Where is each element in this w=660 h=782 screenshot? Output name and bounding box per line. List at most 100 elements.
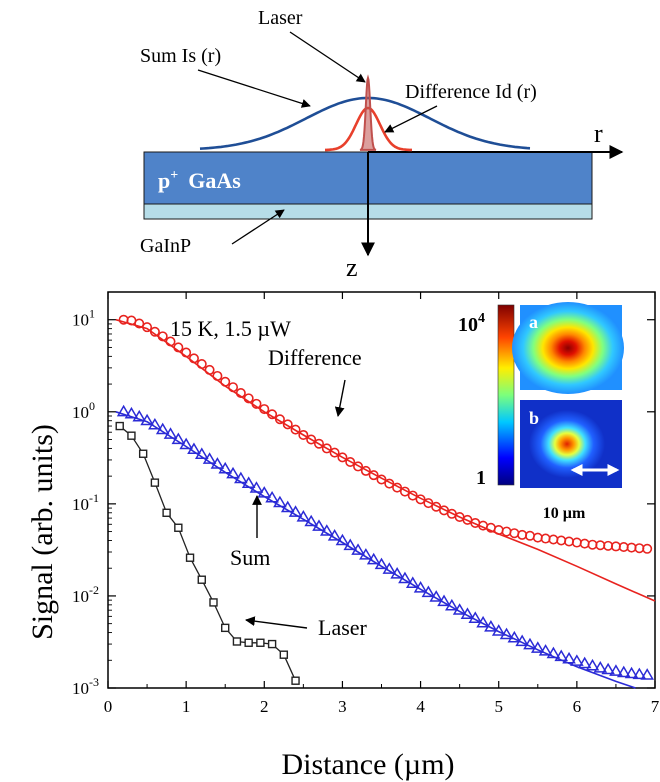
difference-point <box>423 498 434 509</box>
series-layer <box>115 314 656 689</box>
difference-point <box>134 318 145 329</box>
sum-profile-curve <box>199 96 531 150</box>
laser-point <box>115 421 124 431</box>
difference-point <box>353 461 364 472</box>
laser-point <box>256 638 265 647</box>
gainp-label: GaInP <box>140 235 191 257</box>
sum-point <box>155 422 170 435</box>
sum-point <box>538 644 553 656</box>
x-tick-label: 1 <box>182 697 191 716</box>
x-tick-label: 0 <box>104 697 113 716</box>
laser-annotation: Laser <box>318 615 368 640</box>
sum-point <box>319 524 334 536</box>
chart: 0 1 2 3 4 5 6 7 101 100 10-1 10-2 10-3 Distance (µm… <box>26 291 660 781</box>
sum-fit-line <box>115 411 636 689</box>
x-ticks: 0 1 2 3 4 5 6 7 <box>104 292 660 716</box>
x-tick-label: 4 <box>416 697 425 716</box>
difference-point <box>431 501 442 512</box>
laser-point <box>267 639 277 649</box>
difference-point <box>321 443 332 454</box>
series-laser <box>115 421 300 685</box>
y-ticks: 101 100 10-1 10-2 10-3 <box>72 291 655 698</box>
sum-point <box>187 442 201 455</box>
sum-point <box>179 437 193 450</box>
r-axis-label: r <box>594 119 603 148</box>
laser-point <box>197 575 206 584</box>
sum-point <box>296 510 311 522</box>
sum-annotation: Sum <box>230 545 270 570</box>
sum-point <box>312 519 326 531</box>
scalebar-label: 10 µm <box>543 505 586 522</box>
y-tick-label: 100 <box>72 399 95 422</box>
y-tick-label: 101 <box>72 307 95 330</box>
inset: 104 1 a b 10 µm <box>458 302 624 522</box>
difference-point <box>360 465 371 476</box>
laser-point <box>232 637 242 646</box>
laser-point <box>174 523 183 532</box>
laser-point <box>127 431 136 440</box>
sum-point <box>530 641 545 653</box>
laser-arrow <box>289 31 366 83</box>
difference-point <box>509 528 520 539</box>
series-difference-fit <box>115 318 656 602</box>
sum-point <box>616 665 631 678</box>
difference-point <box>306 434 317 445</box>
difference-point <box>501 526 512 537</box>
difference-point <box>368 470 379 481</box>
series-sum-fit <box>115 411 636 689</box>
difference-point <box>282 419 293 430</box>
sum-point <box>132 409 147 422</box>
difference-point <box>290 424 301 435</box>
sum-point <box>577 656 592 669</box>
laser-point <box>138 449 148 458</box>
sum-point <box>116 404 131 417</box>
laser-point <box>185 553 195 562</box>
panel-a-label: a <box>529 312 538 332</box>
sum-point <box>194 447 209 459</box>
y-tick-label: 10-1 <box>72 491 99 514</box>
difference-point <box>188 353 199 364</box>
difference-arrow <box>384 105 438 133</box>
laser-point <box>150 478 160 487</box>
gainp-arrow <box>231 209 285 245</box>
laser-point <box>221 623 230 633</box>
z-axis-label: z <box>346 253 358 282</box>
laser-point <box>244 638 253 647</box>
sum-arrow <box>197 69 311 108</box>
laser-connector <box>119 425 297 681</box>
laser-point <box>162 508 171 517</box>
sum-point <box>171 432 186 445</box>
laser-label: Laser <box>258 7 303 29</box>
sum-point <box>304 514 318 527</box>
sum-point <box>624 666 639 679</box>
difference-point <box>298 429 309 440</box>
sum-point <box>601 662 615 675</box>
colorbar <box>497 304 515 486</box>
sum-point <box>585 658 600 671</box>
sum-point <box>163 427 178 439</box>
colorbar-min-label: 1 <box>476 467 486 489</box>
sum-point <box>327 528 342 541</box>
laser-annotation-arrow <box>245 616 308 629</box>
x-tick-label: 3 <box>338 697 347 716</box>
sum-point <box>280 500 295 513</box>
difference-annotation: Difference <box>268 345 362 370</box>
sum-point <box>140 413 154 426</box>
difference-point <box>329 447 340 458</box>
sum-point <box>202 452 217 464</box>
sum-point <box>523 637 537 650</box>
y-tick-label: 10-3 <box>72 675 99 698</box>
x-tick-label: 5 <box>494 697 503 716</box>
panel-b-label: b <box>529 408 539 428</box>
laser-point <box>209 598 218 607</box>
difference-point <box>313 438 324 449</box>
sum-point <box>640 668 654 680</box>
sum-point <box>609 664 623 676</box>
sum-point <box>632 667 647 680</box>
sum-point <box>288 505 303 517</box>
difference-point <box>415 494 426 505</box>
x-tick-label: 7 <box>651 697 660 716</box>
laser-profile-curve <box>359 74 377 151</box>
panel-b-spot <box>529 410 605 478</box>
